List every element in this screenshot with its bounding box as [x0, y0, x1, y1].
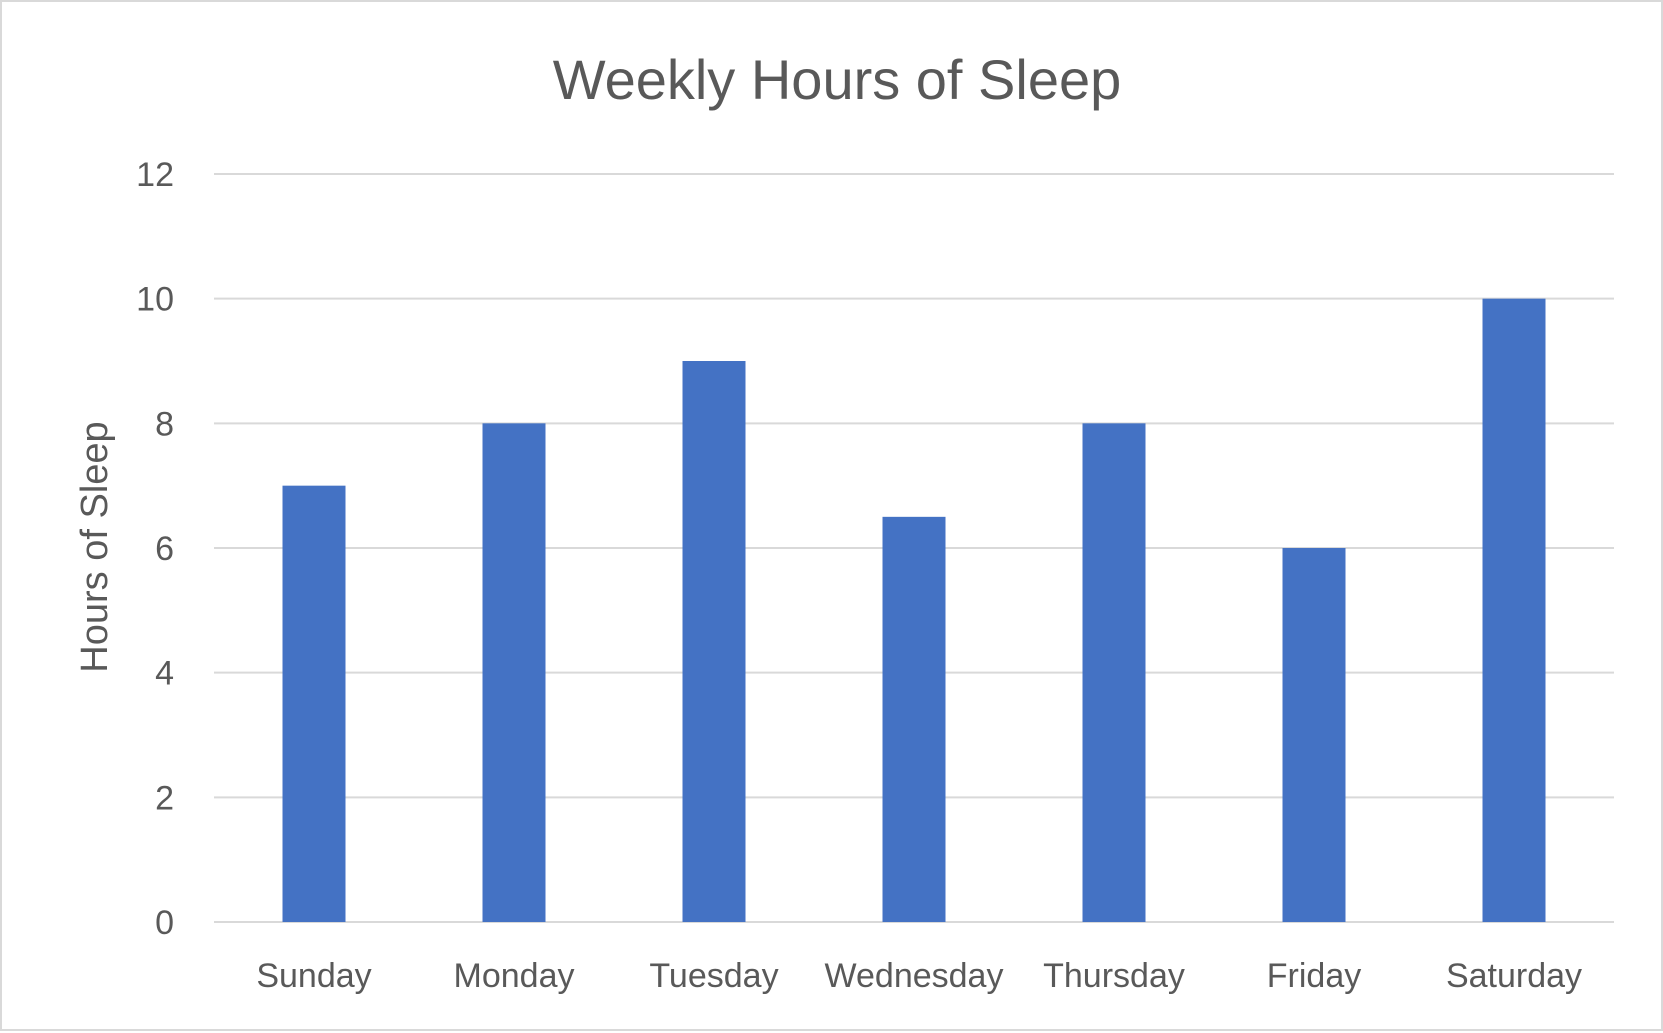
x-tick-label-monday: Monday	[454, 957, 575, 995]
x-tick-label-saturday: Saturday	[1446, 957, 1582, 995]
y-tick-label: 10	[136, 281, 174, 319]
bar-friday	[1282, 548, 1346, 922]
y-tick-label: 6	[155, 530, 174, 568]
y-tick-label: 12	[136, 156, 174, 194]
y-tick-label: 8	[155, 405, 174, 443]
y-axis-ticks: 0 2 4 6 8 10 12	[136, 156, 174, 942]
x-tick-label-friday: Friday	[1267, 957, 1361, 995]
y-tick-label: 4	[155, 655, 174, 693]
x-tick-label-wednesday: Wednesday	[825, 957, 1004, 995]
bar-monday	[482, 423, 546, 922]
x-axis-ticks: Sunday Monday Tuesday Wednesday Thursday Frid…	[256, 957, 1582, 995]
y-axis-label: Hours of Sleep	[74, 421, 116, 672]
bar-sunday	[282, 485, 346, 922]
bar-thursday	[1082, 423, 1146, 922]
chart-title: Weekly Hours of Sleep	[553, 48, 1122, 111]
bar-tuesday	[682, 361, 746, 922]
bar-wednesday	[882, 516, 946, 922]
bar-saturday	[1482, 298, 1546, 923]
y-tick-label: 2	[155, 779, 174, 817]
y-tick-label: 0	[155, 904, 174, 942]
bars	[282, 298, 1546, 923]
x-tick-label-thursday: Thursday	[1043, 957, 1185, 995]
x-tick-label-sunday: Sunday	[256, 957, 371, 995]
x-tick-label-tuesday: Tuesday	[649, 957, 778, 995]
